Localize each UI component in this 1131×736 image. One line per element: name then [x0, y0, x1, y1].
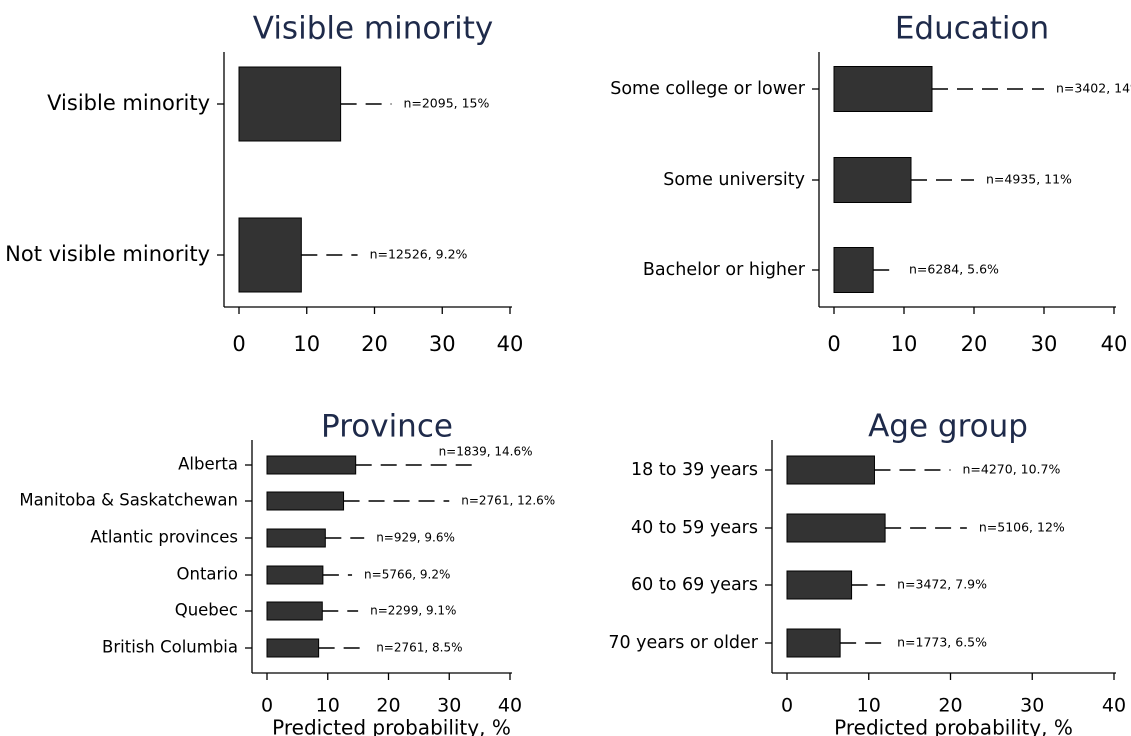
bar-label: n=2299, 9.1%: [370, 604, 456, 618]
x-tick-label: 40: [1101, 332, 1128, 356]
category-label: Some university: [663, 170, 805, 190]
bar-label: n=4270, 10.7%: [963, 462, 1061, 477]
category-label: Quebec: [175, 601, 238, 620]
category-label: Atlantic provinces: [90, 528, 238, 547]
x-tick-label: 40: [1102, 695, 1126, 717]
chart-panel-1: Education 0 10 20 30 40 Some college or lower n…: [610, 11, 1131, 357]
x-tick-label: 20: [376, 695, 400, 717]
bar: [266, 565, 324, 585]
bar: [266, 601, 323, 621]
chart-panel-0: Visible minority 0 10 20 30 40 Visible minorit…: [5, 11, 523, 357]
category-label: 70 years or older: [608, 633, 758, 653]
bar-label: n=2095, 15%: [403, 96, 489, 111]
category-label: 40 to 59 years: [631, 518, 758, 538]
bar-label: n=6284, 5.6%: [909, 262, 999, 277]
x-tick-label: 30: [1020, 695, 1044, 717]
panel-title: Education: [895, 11, 1049, 47]
category-label: 60 to 69 years: [631, 575, 758, 595]
category-label: Some college or lower: [610, 79, 806, 99]
x-tick-label: 20: [938, 695, 962, 717]
x-tick-label: 0: [261, 695, 273, 717]
panel-title: Province: [321, 409, 453, 445]
bar-label: n=5766, 9.2%: [364, 568, 450, 582]
x-tick-label: 40: [498, 695, 522, 717]
category-label: Visible minority: [47, 91, 210, 115]
bar: [786, 570, 853, 600]
x-tick-label: 30: [429, 332, 456, 356]
bar: [786, 455, 875, 485]
x-axis-label: Predicted probability, %: [834, 716, 1073, 736]
category-label: Bachelor or higher: [643, 260, 806, 280]
bar: [786, 513, 886, 543]
bar-label: n=3402, 14%: [1056, 81, 1131, 96]
bar-label: n=2761, 8.5%: [376, 641, 462, 655]
category-label: British Columbia: [102, 638, 238, 657]
x-tick-label: 10: [857, 695, 881, 717]
bar-label: n=2761, 12.6%: [461, 494, 555, 508]
panel-title: Age group: [868, 409, 1028, 445]
bar-label: n=5106, 12%: [979, 520, 1065, 535]
category-label: 18 to 39 years: [631, 460, 758, 480]
bar-label: n=12526, 9.2%: [370, 247, 468, 262]
chart-panel-3: Age group 0 10 20 30 40 Predicted probability,…: [608, 409, 1126, 736]
bar: [833, 157, 912, 203]
bar: [833, 247, 874, 293]
x-tick-label: 30: [1031, 332, 1058, 356]
x-tick-label: 0: [827, 332, 840, 356]
bar-label: n=929, 9.6%: [376, 531, 455, 545]
x-tick-label: 0: [781, 695, 793, 717]
bar: [266, 455, 357, 475]
bar-label: n=3472, 7.9%: [897, 577, 987, 592]
x-tick-label: 30: [437, 695, 461, 717]
bar-label: n=1839, 14.6%: [439, 445, 533, 459]
bar: [833, 66, 933, 112]
category-label: Manitoba & Saskatchewan: [19, 491, 238, 510]
x-tick-label: 20: [361, 332, 388, 356]
bar-label: n=4935, 11%: [986, 172, 1072, 187]
bar: [238, 66, 342, 142]
panel-title: Visible minority: [253, 11, 493, 47]
bar: [238, 217, 302, 293]
category-label: Ontario: [177, 565, 239, 584]
x-tick-label: 0: [232, 332, 245, 356]
bar: [266, 528, 326, 548]
x-tick-label: 10: [891, 332, 918, 356]
x-axis-label: Predicted probability, %: [272, 716, 511, 736]
x-tick-label: 10: [316, 695, 340, 717]
category-label: Not visible minority: [5, 242, 210, 266]
x-tick-label: 40: [497, 332, 524, 356]
x-tick-label: 20: [961, 332, 988, 356]
bar: [266, 638, 320, 658]
bar: [266, 491, 345, 511]
x-tick-label: 10: [293, 332, 320, 356]
bar: [786, 628, 841, 658]
bar-label: n=1773, 6.5%: [897, 635, 987, 650]
category-label: Alberta: [178, 455, 238, 474]
